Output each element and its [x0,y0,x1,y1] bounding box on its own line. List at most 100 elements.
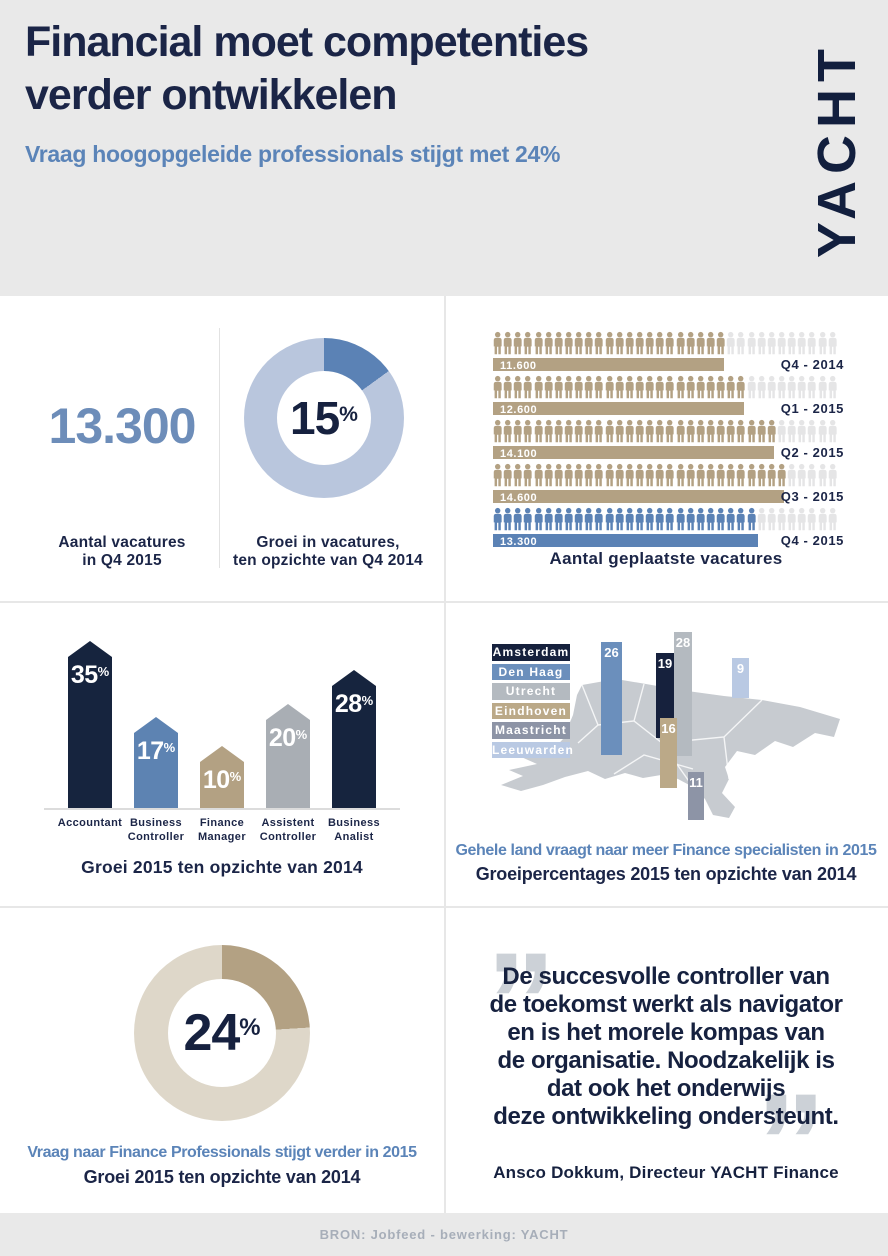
person-icon [524,463,533,487]
person-icon [828,419,837,443]
person-icon [818,419,827,443]
person-icon [676,331,685,355]
donut15-caption: Groei in vacatures, ten opzichte van Q4 … [232,534,423,569]
person-icon [666,331,675,355]
growth-bar: 17% [134,717,178,808]
map-bar-value: 26 [604,645,619,660]
person-icon [615,507,624,531]
person-icon [696,463,705,487]
person-icon [818,331,827,355]
person-icon [818,375,827,399]
person-icon [615,375,624,399]
person-icon [716,375,725,399]
legend-item: Amsterdam [492,644,570,661]
person-icon [554,419,563,443]
map-bar: 19 [656,653,674,738]
person-icon [686,419,695,443]
person-icon [544,507,553,531]
person-icon [635,331,644,355]
person-icon [737,331,746,355]
person-icon [595,507,604,531]
person-icon [747,463,756,487]
legend-item: Den Haag [492,663,570,680]
person-icon [514,507,522,531]
person-icon [585,375,593,399]
map-bar-value: 28 [675,635,691,650]
person-icon [726,463,735,487]
person-icon [595,463,604,487]
pictogram-value-label: 11.600 [500,360,537,372]
person-icon [585,331,593,355]
person-icon [767,331,776,355]
pictogram-value-bar: 14.600 [493,490,784,504]
person-icon [767,507,776,531]
growth-bar: 28% [332,670,376,808]
header: Financial moet competenties verder ontwi… [0,0,888,296]
growth-bar-value: 10% [202,766,242,794]
section-demand-donut: 24% Vraag naar Finance Professionals sti… [0,907,444,1213]
person-icon [737,419,746,443]
person-icons-row [493,463,838,487]
person-icon [818,507,827,531]
person-icon [706,463,715,487]
person-icon [605,331,614,355]
person-icon [645,507,654,531]
person-icon [828,375,837,399]
person-icon [615,463,624,487]
pictogram-value-label: 12.600 [500,404,538,416]
pictogram-value-bar: 13.300 [493,534,758,548]
person-icon [534,463,543,487]
legend-item: Utrecht [492,683,570,700]
growth-bar-category: Business Analist [327,817,381,843]
person-icon [564,507,573,531]
person-icon [797,419,806,443]
section-vacancies: 13.300 15% Aantal vacatures in Q4 2015 G… [0,296,444,601]
person-icon [595,375,604,399]
growth-bar-category: Finance Manager [197,817,247,843]
horizontal-divider-1 [0,601,888,603]
source-text: BRON: Jobfeed - bewerking: YACHT [319,1227,569,1242]
section-quote: ” ” De succesvolle controller van de toe… [444,907,888,1213]
person-icon [716,463,725,487]
person-icon [503,419,512,443]
pictogram-period-label: Q1 - 2015 [780,401,844,416]
person-icon [757,331,766,355]
person-icon [757,463,766,487]
person-icon [737,463,746,487]
person-icon [564,419,573,443]
person-icon [564,375,573,399]
person-icon [686,331,695,355]
person-icon [574,419,583,443]
vacancies-big-number: 13.300 [48,398,197,454]
person-icon [716,419,725,443]
person-icon [706,507,715,531]
section-placed-vacancies: 11.600 Q4 - 2014 12.600 Q1 - 2015 14.100 Q2 -… [444,296,888,601]
person-icon [574,331,583,355]
person-icon [808,419,816,443]
donut-value: 15% [290,392,358,444]
person-icon [554,331,563,355]
person-icon [585,463,593,487]
growth-bar-value: 28% [334,690,374,718]
person-icon [666,463,675,487]
person-icon [625,507,634,531]
person-icon [787,331,796,355]
person-icon [493,375,502,399]
person-icon [564,463,573,487]
footer: BRON: Jobfeed - bewerking: YACHT [0,1213,888,1256]
person-icon [737,375,746,399]
person-icon [747,375,756,399]
donut-hole: 15% [277,371,371,465]
person-icon [686,463,695,487]
map-bar-value: 11 [689,775,703,790]
person-icon [534,375,543,399]
vertical-divider [444,296,446,1213]
person-icon [757,375,766,399]
pictogram-row: 11.600 Q4 - 2014 [444,331,888,373]
quote-text: De succesvolle controller van de toekoms… [489,963,843,1130]
map-bar-value: 9 [736,661,745,676]
person-icon [737,507,746,531]
person-icon [554,463,563,487]
person-icon [747,507,756,531]
person-icon [524,331,533,355]
